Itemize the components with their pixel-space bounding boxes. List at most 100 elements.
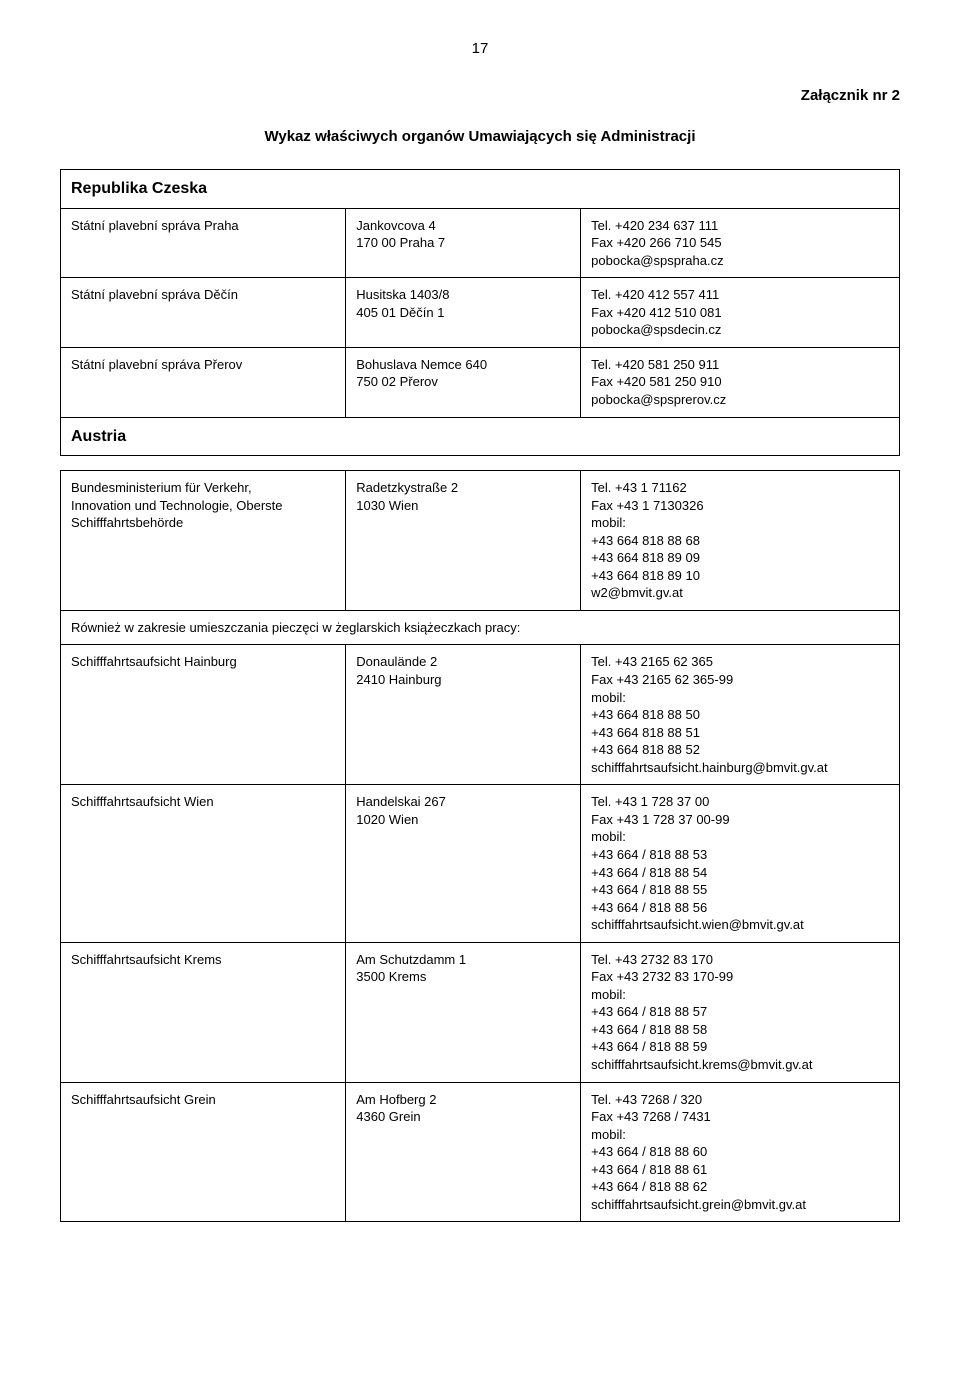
contact-cell: Tel. +420 234 637 111 Fax +420 266 710 5…	[581, 208, 900, 278]
mobile-line: +43 664 / 818 88 60	[591, 1144, 707, 1159]
addr-line: Jankovcova 4	[356, 218, 436, 233]
contact-cell: Tel. +43 7268 / 320 Fax +43 7268 / 7431 …	[581, 1082, 900, 1222]
attachment-title: Załącznik nr 2	[60, 87, 900, 104]
tel-line: Tel. +420 234 637 111	[591, 218, 718, 233]
addr-cell: Bohuslava Nemce 640 750 02 Přerov	[346, 347, 581, 417]
addr-cell: Am Hofberg 2 4360 Grein	[346, 1082, 581, 1222]
table-row: Bundesministerium für Verkehr, Innovatio…	[61, 471, 900, 611]
table-row: Schifffahrtsaufsicht Hainburg Donaulände…	[61, 645, 900, 785]
mobil-label: mobil:	[591, 1127, 626, 1142]
fax-line: Fax +43 7268 / 7431	[591, 1109, 711, 1124]
table-row: Státní plavební správa Přerov Bohuslava …	[61, 347, 900, 417]
fax-line: Fax +43 2165 62 365-99	[591, 672, 733, 687]
contact-cell: Tel. +43 2165 62 365 Fax +43 2165 62 365…	[581, 645, 900, 785]
email-line: w2@bmvit.gv.at	[591, 585, 683, 600]
addr-cell: Am Schutzdamm 1 3500 Krems	[346, 942, 581, 1082]
email-line: schifffahrtsaufsicht.wien@bmvit.gv.at	[591, 917, 804, 932]
mobile-line: +43 664 818 89 10	[591, 568, 700, 583]
mobile-line: +43 664 / 818 88 58	[591, 1022, 707, 1037]
mobile-line: +43 664 / 818 88 55	[591, 882, 707, 897]
mobile-line: +43 664 / 818 88 54	[591, 865, 707, 880]
addr-line: 3500 Krems	[356, 969, 426, 984]
mobil-label: mobil:	[591, 987, 626, 1002]
org-line: Schifffahrtsbehörde	[71, 515, 183, 530]
addr-line: Radetzkystraße 2	[356, 480, 458, 495]
mobil-label: mobil:	[591, 690, 626, 705]
table-row: Schifffahrtsaufsicht Grein Am Hofberg 2 …	[61, 1082, 900, 1222]
addr-line: Handelskai 267	[356, 794, 446, 809]
contact-cell: Tel. +420 412 557 411 Fax +420 412 510 0…	[581, 278, 900, 348]
addr-line: Husitska 1403/8	[356, 287, 449, 302]
org-line: Bundesministerium für Verkehr,	[71, 480, 252, 495]
addr-cell: Radetzkystraße 2 1030 Wien	[346, 471, 581, 611]
fax-line: Fax +43 1 7130326	[591, 498, 703, 513]
addr-line: 4360 Grein	[356, 1109, 420, 1124]
addr-line: 750 02 Přerov	[356, 374, 438, 389]
mobile-line: +43 664 / 818 88 61	[591, 1162, 707, 1177]
contact-cell: Tel. +420 581 250 911 Fax +420 581 250 9…	[581, 347, 900, 417]
contact-cell: Tel. +43 2732 83 170 Fax +43 2732 83 170…	[581, 942, 900, 1082]
fax-line: Fax +43 2732 83 170-99	[591, 969, 733, 984]
mobile-line: +43 664 818 88 68	[591, 533, 700, 548]
mobile-line: +43 664 / 818 88 56	[591, 900, 707, 915]
contact-cell: Tel. +43 1 71162 Fax +43 1 7130326 mobil…	[581, 471, 900, 611]
mobile-line: +43 664 / 818 88 53	[591, 847, 707, 862]
austria-header: Austria	[61, 417, 900, 456]
addr-line: 1030 Wien	[356, 498, 418, 513]
addr-line: Donaulände 2	[356, 654, 437, 669]
addr-cell: Handelskai 267 1020 Wien	[346, 785, 581, 942]
fax-line: Fax +43 1 728 37 00-99	[591, 812, 729, 827]
mobile-line: +43 664 / 818 88 62	[591, 1179, 707, 1194]
note-cell: Również w zakresie umieszczania pieczęci…	[61, 610, 900, 645]
email-line: schifffahrtsaufsicht.krems@bmvit.gv.at	[591, 1057, 812, 1072]
tel-line: Tel. +420 412 557 411	[591, 287, 719, 302]
addr-cell: Donaulände 2 2410 Hainburg	[346, 645, 581, 785]
email-line: schifffahrtsaufsicht.hainburg@bmvit.gv.a…	[591, 760, 827, 775]
austria-ministry-table: Bundesministerium für Verkehr, Innovatio…	[60, 470, 900, 1222]
email-line: pobocka@spsprerov.cz	[591, 392, 726, 407]
org-cell: Státní plavební správa Přerov	[61, 347, 346, 417]
addr-cell: Husitska 1403/8 405 01 Děčín 1	[346, 278, 581, 348]
org-cell: Schifffahrtsaufsicht Wien	[61, 785, 346, 942]
tel-line: Tel. +43 1 728 37 00	[591, 794, 709, 809]
table-row: Schifffahrtsaufsicht Krems Am Schutzdamm…	[61, 942, 900, 1082]
addr-line: 405 01 Děčín 1	[356, 305, 444, 320]
addr-line: 1020 Wien	[356, 812, 418, 827]
tel-line: Tel. +43 7268 / 320	[591, 1092, 702, 1107]
mobil-label: mobil:	[591, 829, 626, 844]
email-line: pobocka@spsdecin.cz	[591, 322, 721, 337]
mobil-label: mobil:	[591, 515, 626, 530]
tel-line: Tel. +43 2732 83 170	[591, 952, 713, 967]
czech-table: Republika Czeska Státní plavební správa …	[60, 169, 900, 456]
tel-line: Tel. +43 1 71162	[591, 480, 687, 495]
addr-line: Bohuslava Nemce 640	[356, 357, 487, 372]
page-number: 17	[60, 40, 900, 57]
mobile-line: +43 664 / 818 88 57	[591, 1004, 707, 1019]
main-title: Wykaz właściwych organów Umawiających si…	[60, 128, 900, 145]
fax-line: Fax +420 266 710 545	[591, 235, 721, 250]
addr-line: 2410 Hainburg	[356, 672, 441, 687]
czech-header: Republika Czeska	[61, 170, 900, 209]
addr-line: Am Hofberg 2	[356, 1092, 436, 1107]
note-row: Również w zakresie umieszczania pieczęci…	[61, 610, 900, 645]
tel-line: Tel. +43 2165 62 365	[591, 654, 713, 669]
org-cell: Bundesministerium für Verkehr, Innovatio…	[61, 471, 346, 611]
fax-line: Fax +420 581 250 910	[591, 374, 721, 389]
fax-line: Fax +420 412 510 081	[591, 305, 721, 320]
mobile-line: +43 664 818 88 52	[591, 742, 700, 757]
table-row: Státní plavební správa Děčín Husitska 14…	[61, 278, 900, 348]
table-row: Schifffahrtsaufsicht Wien Handelskai 267…	[61, 785, 900, 942]
contact-cell: Tel. +43 1 728 37 00 Fax +43 1 728 37 00…	[581, 785, 900, 942]
email-line: pobocka@spspraha.cz	[591, 253, 723, 268]
tel-line: Tel. +420 581 250 911	[591, 357, 719, 372]
org-cell: Schifffahrtsaufsicht Grein	[61, 1082, 346, 1222]
addr-line: Am Schutzdamm 1	[356, 952, 466, 967]
org-cell: Státní plavební správa Děčín	[61, 278, 346, 348]
org-cell: Schifffahrtsaufsicht Krems	[61, 942, 346, 1082]
org-cell: Schifffahrtsaufsicht Hainburg	[61, 645, 346, 785]
org-cell: Státní plavební správa Praha	[61, 208, 346, 278]
mobile-line: +43 664 818 88 51	[591, 725, 700, 740]
addr-cell: Jankovcova 4 170 00 Praha 7	[346, 208, 581, 278]
email-line: schifffahrtsaufsicht.grein@bmvit.gv.at	[591, 1197, 806, 1212]
addr-line: 170 00 Praha 7	[356, 235, 445, 250]
